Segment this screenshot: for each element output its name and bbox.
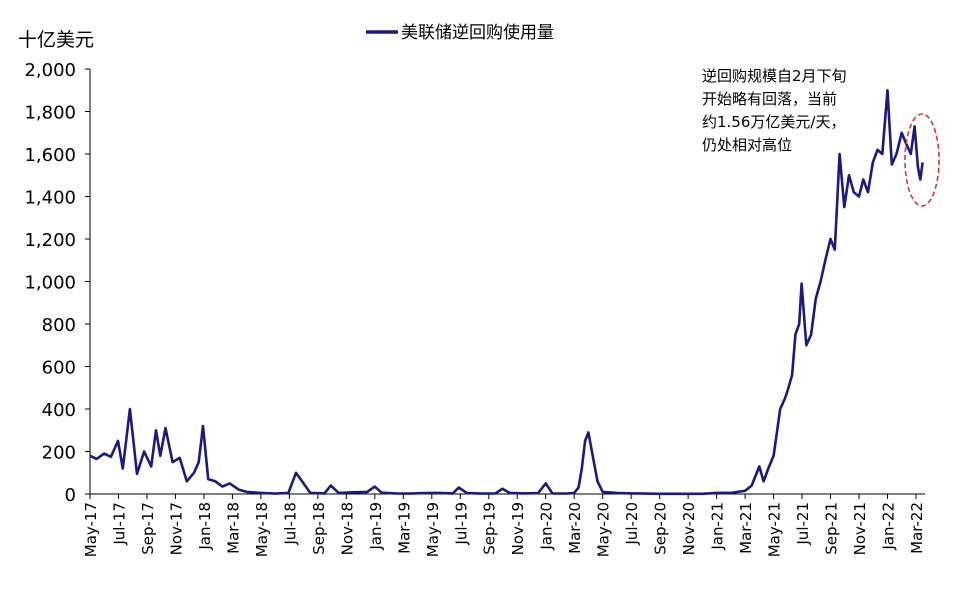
y-tick-label: 1,600 [24,145,76,166]
y-tick-label: 800 [42,315,76,336]
x-tick-label: Nov-18 [338,502,356,555]
x-tick-label: Jan-21 [709,502,727,551]
annotation-line-4: 仍处相对高位 [702,136,792,154]
x-tick-label: May-19 [424,502,442,557]
x-ticks: May-17 Jul-17 Sep-17 Nov-17 Jan-18 Mar-18 May-… [82,494,926,557]
annotation-line-3: 约1.56万亿美元/天， [702,113,845,131]
y-ticks: 0 200 400 600 800 1,000 1,200 1,400 1,600 1,800 2,… [24,60,90,506]
x-tick-label: May-20 [595,502,613,557]
x-tick-label: Sep-19 [481,502,499,555]
axes [89,69,925,495]
y-tick-label: 1,800 [24,103,76,124]
x-tick-label: Jul-19 [452,502,470,546]
y-axis-unit-label: 十亿美元 [18,29,94,51]
x-tick-label: Jul-21 [794,502,812,546]
series-group [89,89,924,496]
annotation-line-2: 开始略有回落，当前 [702,90,837,108]
x-tick-label: Mar-21 [737,502,755,554]
x-tick-label: Jan-20 [538,502,556,551]
annotation-line-1: 逆回购规模自2月下旬 [702,67,847,85]
x-tick-label: Nov-21 [851,502,869,555]
x-tick-label: Sep-20 [652,502,670,555]
x-tick-label: May-17 [82,502,100,557]
x-tick-label: Sep-21 [823,502,841,555]
x-tick-label: Mar-22 [908,502,926,554]
y-tick-label: 1,200 [24,230,76,251]
x-tick-label: Jul-20 [623,502,641,546]
y-tick-label: 200 [42,443,76,464]
series-line [89,89,924,496]
legend: 美联储逆回购使用量 [366,22,554,43]
x-tick-label: Jan-18 [196,502,214,551]
y-tick-label: 1,400 [24,188,76,209]
x-tick-label: Mar-20 [566,502,584,554]
x-tick-label: Sep-17 [139,502,157,555]
x-tick-label: Jul-17 [110,502,128,546]
highlight-ellipse [904,113,940,207]
x-tick-label: Nov-20 [680,502,698,555]
y-tick-label: 1,000 [24,273,76,294]
y-tick-label: 0 [65,485,76,506]
annotation: 逆回购规模自2月下旬 开始略有回落，当前 约1.56万亿美元/天， 仍处相对高位 [702,67,847,154]
y-tick-label: 600 [42,358,76,379]
x-tick-label: Nov-19 [509,502,527,555]
y-tick-label: 400 [42,400,76,421]
x-tick-label: May-21 [766,502,784,557]
x-tick-label: Mar-18 [224,502,242,554]
x-tick-label: Jul-18 [281,502,299,546]
x-tick-label: Jan-22 [879,502,897,551]
x-tick-label: May-18 [253,502,271,557]
x-tick-label: Sep-18 [310,502,328,555]
x-tick-label: Nov-17 [167,502,185,555]
y-tick-label: 2,000 [24,60,76,81]
x-tick-label: Mar-19 [395,502,413,554]
x-tick-label: Jan-19 [367,502,385,551]
legend-label: 美联储逆回购使用量 [401,22,554,43]
